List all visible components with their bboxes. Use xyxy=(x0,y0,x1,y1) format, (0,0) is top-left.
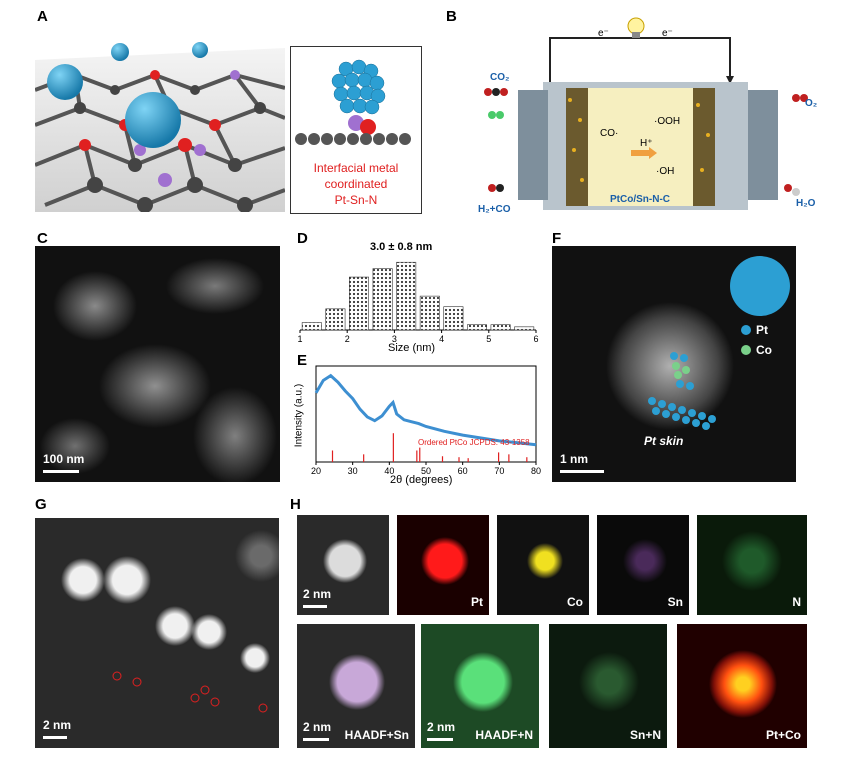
fuel-cell-schematic xyxy=(484,17,808,210)
size-annotation: 3.0 ± 0.8 nm xyxy=(370,241,433,253)
sn-n-map-label: Sn+N xyxy=(629,728,661,742)
co-map: Co xyxy=(497,515,589,615)
pt-skin-label: Pt skin xyxy=(644,434,684,448)
sn-n-map: Sn+N xyxy=(549,624,667,748)
membrane-label: PtCo/Sn-N-C xyxy=(610,194,670,205)
panel-label-g: G xyxy=(35,496,47,513)
haadf-map: 2 nm xyxy=(297,515,389,615)
xrd-tick-label: 80 xyxy=(531,466,541,476)
panel-f-stem-image: Pt Co Pt skin 1 nm xyxy=(552,246,796,482)
scale-bar-g xyxy=(43,736,67,739)
haadf-sn-map: 2 nm HAADF+Sn xyxy=(297,624,415,748)
electron-right-label: e⁻ xyxy=(662,28,673,39)
xrd-tick-label: 20 xyxy=(311,466,321,476)
scale-bar-c xyxy=(43,470,79,473)
pt-cluster-illustration xyxy=(295,59,411,145)
legend-co-label: Co xyxy=(756,343,772,357)
haadf-n-map: 2 nm HAADF+N xyxy=(421,624,539,748)
histogram-bar xyxy=(467,324,487,331)
haadf-sn-map-label: HAADF+Sn xyxy=(344,728,409,742)
histogram-bar xyxy=(349,276,369,331)
pt-map-label: Pt xyxy=(471,595,483,609)
scale-bar-h2 xyxy=(303,738,329,741)
histogram-bar xyxy=(301,322,322,331)
histogram-tick-label: 3 xyxy=(392,334,397,344)
inset-caption-line-3: Pt-Sn-N xyxy=(334,193,378,207)
histogram-tick-label: 5 xyxy=(486,334,491,344)
panel-a-inset-frame: Interfacial metal coordinated Pt-Sn-N xyxy=(290,46,422,214)
panel-c-sem-image: 100 nm xyxy=(35,246,280,482)
panel-label-h: H xyxy=(290,496,301,513)
panel-label-a: A xyxy=(37,8,48,25)
single-atom-markers xyxy=(112,671,268,713)
o2-label: O₂ xyxy=(805,98,818,109)
histogram-x-axis-label: Size (nm) xyxy=(388,342,436,354)
co-radical-label: CO· xyxy=(600,128,619,139)
histogram-tick-label: 2 xyxy=(345,334,350,344)
inset-caption-line-2: coordinated xyxy=(324,177,388,191)
scale-bar-f xyxy=(560,470,604,473)
n-map: N xyxy=(697,515,807,615)
scale-label-h3: 2 nm xyxy=(427,720,456,734)
atom-lattice-overlay xyxy=(648,256,790,430)
xrd-tick-label: 60 xyxy=(458,466,468,476)
scale-label-h2: 2 nm xyxy=(303,720,332,734)
xrd-chart: 20 30 40 50 60 70 80 xyxy=(311,365,541,476)
panel-label-c: C xyxy=(37,230,48,247)
haadf-n-map-label: HAADF+N xyxy=(475,728,533,742)
xrd-x-axis-label: 2θ (degrees) xyxy=(390,474,453,486)
sn-map-label: Sn xyxy=(667,595,683,609)
scale-label-g: 2 nm xyxy=(43,718,72,732)
xrd-tick-label: 50 xyxy=(421,466,431,476)
size-histogram: 1 2 3 4 5 6 xyxy=(297,261,539,344)
histogram-tick-label: 6 xyxy=(533,334,538,344)
pt-co-map: Pt+Co xyxy=(677,624,807,748)
electron-left-label: e⁻ xyxy=(598,28,609,39)
scale-label-f: 1 nm xyxy=(560,452,589,466)
histogram-bar xyxy=(325,308,346,331)
oh-radical-label: ·OH xyxy=(656,166,675,177)
hplus-label: H⁺ xyxy=(640,138,653,149)
histogram-tick-label: 1 xyxy=(297,334,302,344)
histogram-tick-label: 4 xyxy=(439,334,444,344)
panel-label-b: B xyxy=(446,8,457,25)
scale-label-c: 100 nm xyxy=(43,452,85,466)
h2o-label: H₂O xyxy=(796,198,816,209)
legend-pt-label: Pt xyxy=(756,323,768,337)
histogram-bar xyxy=(490,324,511,331)
xrd-y-axis-label: Intensity (a.u.) xyxy=(293,383,305,448)
pt-map: Pt xyxy=(397,515,489,615)
sn-map: Sn xyxy=(597,515,689,615)
panel-label-f: F xyxy=(552,230,562,247)
xrd-tick-label: 70 xyxy=(494,466,504,476)
ooh-radical-label: ·OOH xyxy=(654,116,681,127)
xrd-pattern-line xyxy=(314,373,537,447)
histogram-bar xyxy=(419,295,440,331)
histogram-bar xyxy=(372,268,393,331)
histogram-bar xyxy=(396,261,417,331)
histogram-bar xyxy=(514,326,535,331)
inset-caption-line-1: Interfacial metal xyxy=(313,161,399,175)
histogram-bar xyxy=(443,306,464,331)
panel-label-e: E xyxy=(297,352,308,369)
xrd-tick-label: 40 xyxy=(384,466,394,476)
panel-label-d: D xyxy=(297,230,308,247)
scale-bar-h1 xyxy=(303,605,327,608)
n-map-label: N xyxy=(792,595,801,609)
scale-bar-h3 xyxy=(427,738,453,741)
xrd-legend: Ordered PtCo JCPDS: 43-1358 xyxy=(418,438,530,447)
co-map-label: Co xyxy=(567,595,583,609)
scale-label-h1: 2 nm xyxy=(303,587,332,601)
h2-co-label: H₂+CO xyxy=(478,204,511,215)
pt-co-map-label: Pt+Co xyxy=(765,728,801,742)
co2-label: CO₂ xyxy=(490,72,510,83)
panel-g-stem-image: 2 nm xyxy=(35,518,279,748)
xrd-tick-label: 30 xyxy=(348,466,358,476)
panel-a-graphene-illustration xyxy=(35,42,285,212)
